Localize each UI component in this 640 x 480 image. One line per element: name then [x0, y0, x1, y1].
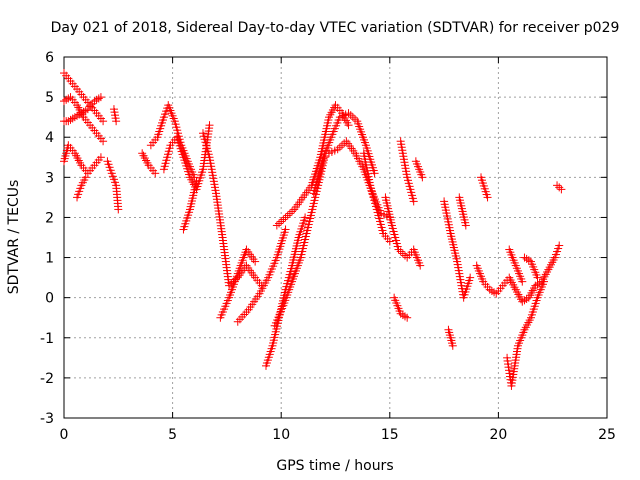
data-point [401, 251, 410, 260]
data-point [344, 121, 353, 130]
x-tick-label: 25 [598, 427, 616, 443]
data-point [335, 143, 344, 152]
x-tick-label: 20 [489, 427, 507, 443]
y-tick-label: 1 [45, 251, 54, 267]
y-tick-label: 0 [45, 291, 54, 307]
data-point [409, 197, 418, 206]
data-point [301, 213, 310, 222]
data-point [461, 221, 470, 230]
data-point [192, 177, 201, 186]
data-point [277, 217, 286, 226]
y-tick-label: 5 [45, 90, 54, 106]
data-point [151, 169, 160, 178]
data-point [288, 207, 297, 216]
data-point [81, 173, 90, 182]
y-tick-label: -1 [40, 331, 54, 347]
data-point [96, 153, 105, 162]
y-tick-label: 4 [45, 130, 54, 146]
data-point [403, 313, 412, 322]
data-point [272, 221, 281, 230]
x-tick-label: 10 [272, 427, 290, 443]
data-point [557, 185, 566, 194]
y-tick-label: 2 [45, 210, 54, 226]
data-point [533, 273, 542, 282]
y-tick-label: -2 [40, 371, 54, 387]
data-point [540, 277, 549, 286]
data-point [275, 219, 284, 228]
y-tick-label: 6 [45, 50, 54, 66]
data-point [418, 173, 427, 182]
data-point [205, 121, 214, 130]
data-point [555, 183, 564, 192]
data-point [448, 341, 457, 350]
data-point [518, 277, 527, 286]
plot-frame [63, 56, 608, 419]
data-point [398, 249, 407, 258]
data-point [466, 273, 475, 282]
data-point [555, 241, 564, 250]
tick-labels: 0 5 10 15 20 25 -3 -2 -1 0 1 2 3 4 5 6 [40, 50, 616, 443]
data-point [348, 113, 357, 122]
axis-ticks [63, 56, 608, 419]
data-point [281, 225, 290, 234]
chart-title: Day 021 of 2018, Sidereal Day-to-day VTE… [51, 20, 620, 36]
data-point [483, 193, 492, 202]
y-tick-label: -3 [40, 411, 54, 427]
x-tick-label: 5 [168, 427, 177, 443]
data-point [553, 181, 562, 190]
data-point [114, 205, 123, 214]
data-point [112, 117, 121, 126]
data-point [279, 215, 288, 224]
data-point [416, 261, 425, 270]
x-tick-label: 0 [60, 427, 69, 443]
data-point [283, 211, 292, 220]
x-axis-title: GPS time / hours [276, 458, 393, 474]
y-axis-title: SDTVAR / TECUs [6, 180, 22, 295]
data-point [251, 257, 260, 266]
data-point [96, 93, 105, 102]
data-point [385, 237, 394, 246]
data-point [99, 117, 108, 126]
data-point [370, 169, 379, 178]
y-tick-label: 3 [45, 170, 54, 186]
data-series [60, 69, 566, 390]
grid-lines [64, 57, 607, 418]
data-point [338, 141, 347, 150]
data-point [285, 209, 294, 218]
data-point [99, 137, 108, 146]
data-point [281, 213, 290, 222]
x-tick-label: 15 [381, 427, 399, 443]
